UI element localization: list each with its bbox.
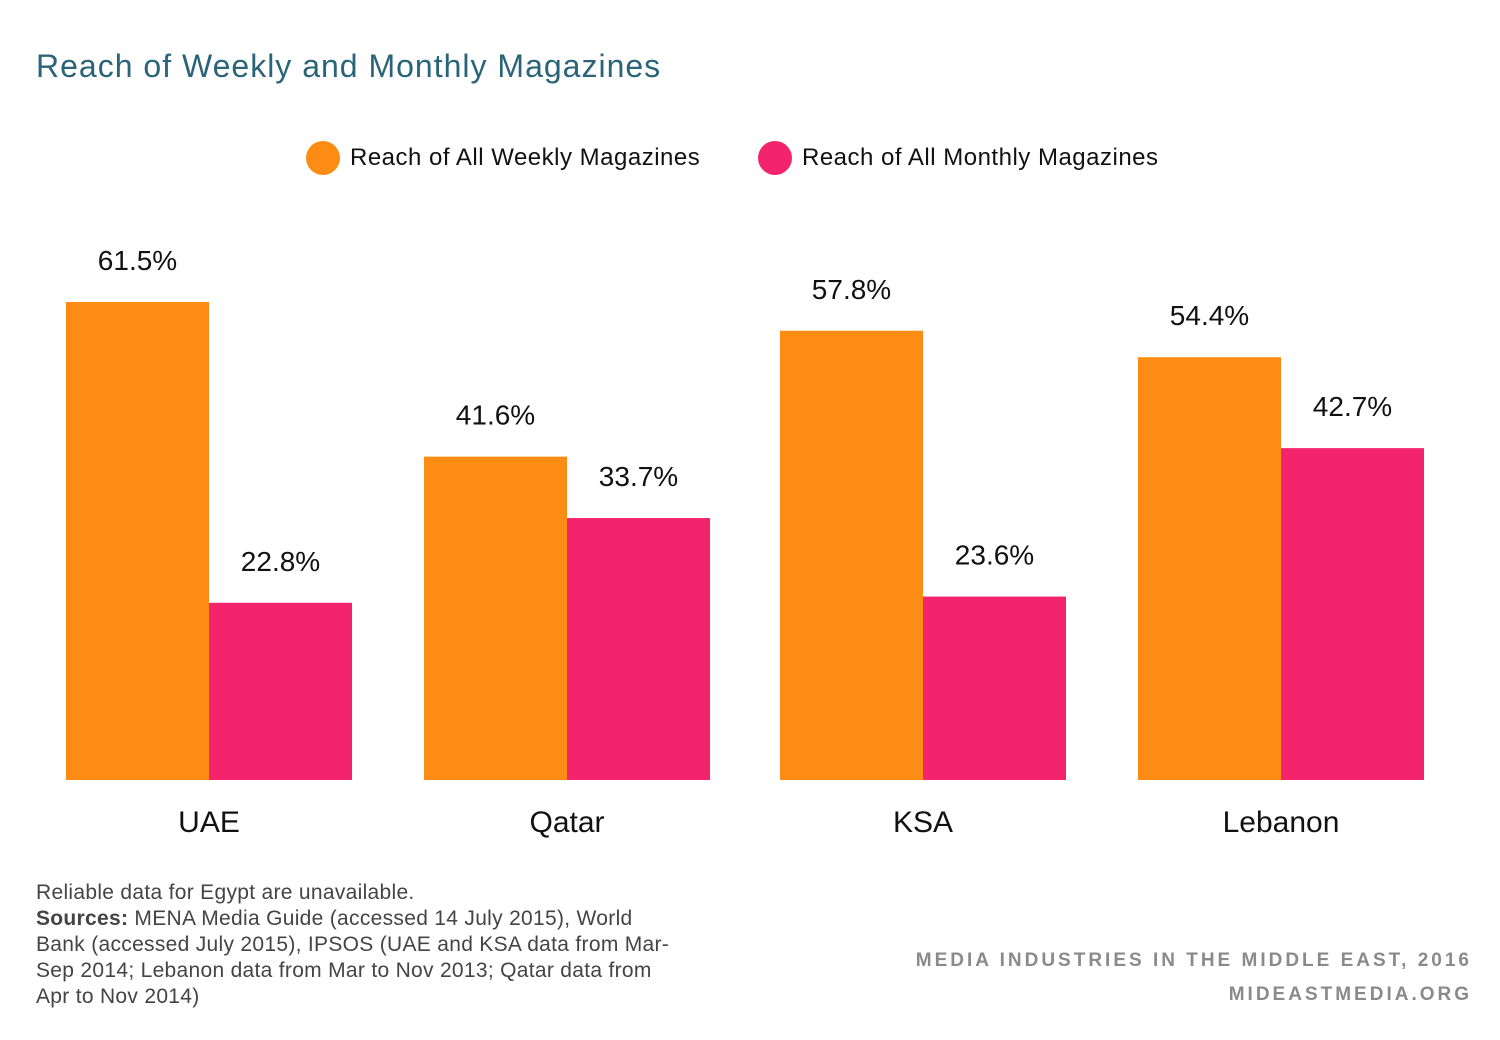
legend-swatch-monthly	[758, 141, 792, 175]
bar-qatar-monthly	[567, 518, 710, 780]
category-label-qatar: Qatar	[529, 806, 604, 839]
sources-label: Sources:	[36, 907, 129, 930]
legend-swatch-weekly	[306, 141, 340, 175]
data-label-uae-monthly: 22.8%	[241, 546, 320, 577]
bar-lebanon-weekly	[1138, 357, 1281, 780]
footnote-note: Reliable data for Egypt are unavailable.	[36, 881, 415, 904]
legend: Reach of All Weekly Magazines Reach of A…	[0, 138, 1500, 178]
legend-label-weekly: Reach of All Weekly Magazines	[350, 144, 701, 171]
data-label-ksa-weekly: 57.8%	[812, 274, 891, 305]
sources-text: MENA Media Guide (accessed 14 July 2015)…	[36, 907, 670, 1008]
category-label-uae: UAE	[178, 806, 240, 839]
bar-ksa-weekly	[780, 330, 923, 780]
data-label-lebanon-weekly: 54.4%	[1170, 300, 1249, 331]
bar-uae-weekly	[66, 302, 209, 780]
legend-item-weekly: Reach of All Weekly Magazines	[306, 138, 700, 178]
legend-label-monthly: Reach of All Monthly Magazines	[802, 144, 1159, 171]
data-label-uae-weekly: 61.5%	[98, 245, 177, 276]
bar-chart: 61.5% 22.8% UAE 41.6% 33.7% Qatar 57.8% 23.6% KS…	[66, 245, 1424, 839]
chart-title: Reach of Weekly and Monthly Magazines	[36, 48, 662, 84]
data-label-qatar-weekly: 41.6%	[456, 400, 535, 431]
category-label-ksa: KSA	[893, 806, 953, 839]
brand-title: MEDIA INDUSTRIES IN THE MIDDLE EAST, 201…	[915, 950, 1472, 971]
category-label-lebanon: Lebanon	[1223, 806, 1340, 839]
bar-lebanon-monthly	[1281, 448, 1424, 780]
data-label-qatar-monthly: 33.7%	[599, 461, 678, 492]
legend-item-monthly: Reach of All Monthly Magazines	[758, 138, 1159, 178]
footnote: Reliable data for Egypt are unavailable.…	[36, 880, 676, 1010]
footnote-sources: Sources: MENA Media Guide (accessed 14 J…	[36, 906, 676, 1010]
data-label-lebanon-monthly: 42.7%	[1313, 391, 1392, 422]
bar-uae-monthly	[209, 602, 352, 780]
data-label-ksa-monthly: 23.6%	[955, 540, 1034, 571]
brand-url: MIDEASTMEDIA.ORG	[1228, 984, 1472, 1005]
bar-ksa-monthly	[923, 596, 1066, 780]
bar-qatar-weekly	[424, 456, 567, 780]
